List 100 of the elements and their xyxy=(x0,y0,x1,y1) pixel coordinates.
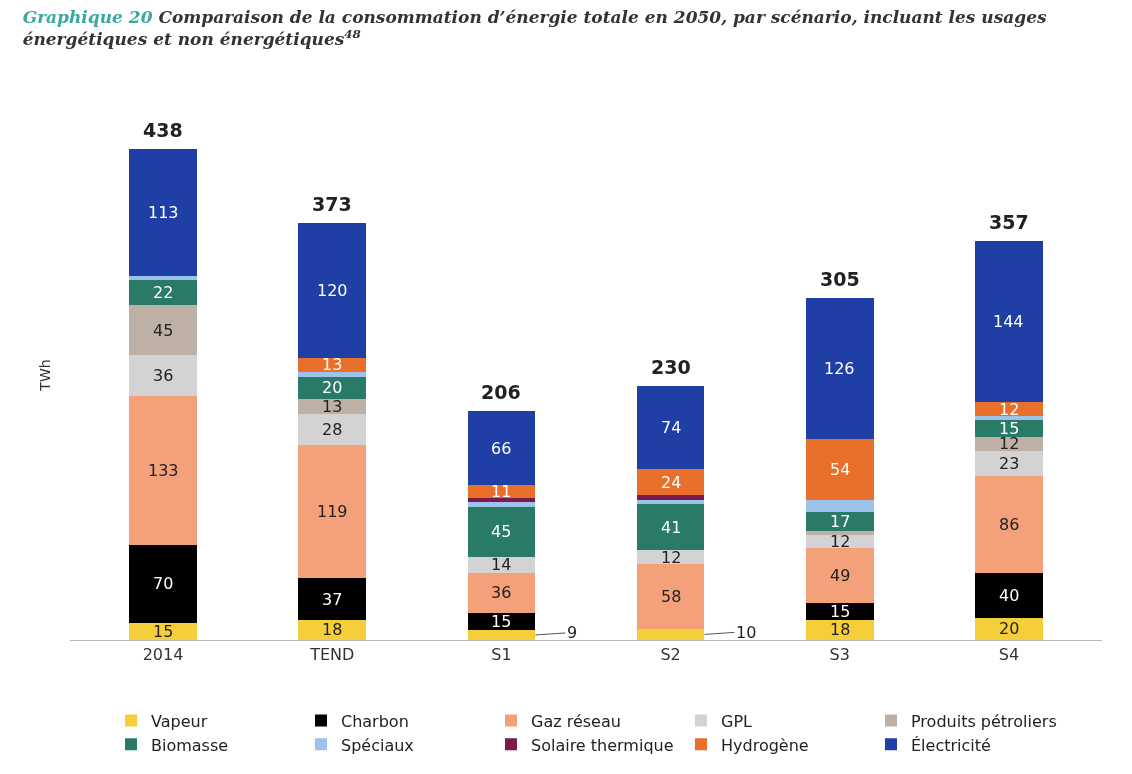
data-label: 28 xyxy=(322,420,343,439)
bar xyxy=(975,617,1043,640)
legend-label: Hydrogène xyxy=(721,735,809,755)
total-label: 230 xyxy=(651,356,691,378)
data-label: 58 xyxy=(661,587,682,606)
data-label: 10 xyxy=(736,623,757,642)
data-label: 18 xyxy=(830,620,851,639)
data-label: 74 xyxy=(661,418,682,437)
bar xyxy=(467,411,536,486)
data-label: 36 xyxy=(491,583,512,602)
bar xyxy=(467,506,536,558)
data-label: 144 xyxy=(993,312,1024,331)
bar xyxy=(467,629,536,640)
bar xyxy=(805,512,874,532)
bar xyxy=(467,572,536,614)
legend-label: Charbon xyxy=(341,711,409,731)
bar xyxy=(975,450,1043,477)
data-label: 12 xyxy=(661,548,682,567)
total-label: 305 xyxy=(820,268,860,290)
bar xyxy=(636,495,705,500)
bar xyxy=(298,223,367,358)
bar xyxy=(636,563,705,629)
bar xyxy=(298,445,367,579)
data-label: 66 xyxy=(491,439,512,458)
data-label: 113 xyxy=(148,203,179,222)
x-tick-label: S4 xyxy=(998,645,1020,665)
data-label: 17 xyxy=(830,512,851,531)
bar xyxy=(129,275,197,281)
x-tick-label: TEND xyxy=(309,645,355,665)
total-label: 357 xyxy=(989,211,1029,233)
bar xyxy=(975,476,1043,573)
data-label: 37 xyxy=(322,590,343,609)
data-label: 119 xyxy=(317,502,348,521)
bar xyxy=(805,499,874,513)
data-label: 22 xyxy=(153,283,174,302)
bar xyxy=(129,395,197,545)
x-tick-label: 2014 xyxy=(142,645,184,665)
data-label: 15 xyxy=(153,622,174,641)
chart-title: Graphique 20 Comparaison de la consommation d’énergie totale en 2050, par scénario, incluant les usages énergétiques et non énergétiques$^{48}$ xyxy=(22,7,1048,50)
bar xyxy=(298,578,367,620)
legend-label: Vapeur xyxy=(151,711,208,731)
data-label: 40 xyxy=(999,586,1020,605)
bar xyxy=(129,280,197,305)
bar xyxy=(975,402,1043,416)
bar xyxy=(298,376,367,400)
data-label: 70 xyxy=(153,574,174,593)
bar xyxy=(805,439,874,500)
bar xyxy=(805,298,874,440)
bar xyxy=(975,241,1043,403)
data-label: 13 xyxy=(322,397,343,416)
bar xyxy=(298,619,367,640)
bar xyxy=(129,305,197,356)
bar xyxy=(129,149,197,276)
bar xyxy=(298,399,367,414)
bar xyxy=(636,385,705,469)
data-label: 13 xyxy=(322,355,343,374)
data-label: 24 xyxy=(661,473,682,492)
legend-label: GPL xyxy=(721,711,753,731)
bar xyxy=(636,504,705,551)
legend-label: Électricité xyxy=(911,735,991,755)
bar xyxy=(467,613,536,630)
bar xyxy=(975,572,1043,618)
bar xyxy=(129,623,197,640)
bar xyxy=(298,413,367,446)
legend-label: Solaire thermique xyxy=(531,735,674,755)
x-tick-label: S2 xyxy=(660,645,681,665)
bar xyxy=(636,550,705,564)
data-label: 20 xyxy=(999,619,1020,638)
data-label: 86 xyxy=(999,515,1020,534)
data-label: 36 xyxy=(153,366,174,385)
bar xyxy=(129,544,197,624)
bar xyxy=(805,548,874,604)
data-label: 14 xyxy=(491,555,512,574)
x-tick-label: S1 xyxy=(491,645,512,665)
legend-label: Biomasse xyxy=(151,735,229,755)
data-label: 12 xyxy=(999,400,1020,419)
data-label: 45 xyxy=(491,522,512,541)
total-label: 438 xyxy=(143,119,183,141)
data-label: 20 xyxy=(322,378,343,397)
x-tick-label: S3 xyxy=(829,645,850,665)
data-label: 12 xyxy=(830,532,851,551)
data-label: 126 xyxy=(824,359,855,378)
bar xyxy=(975,437,1043,451)
legend-label: Gaz réseau xyxy=(531,711,621,731)
bar xyxy=(805,603,874,620)
legend-label: Produits pétroliers xyxy=(911,711,1057,731)
bar xyxy=(129,355,197,396)
data-label: 49 xyxy=(830,566,851,585)
bar xyxy=(975,415,1043,421)
bar xyxy=(467,557,536,573)
bar xyxy=(298,372,367,377)
data-label: 15 xyxy=(830,602,851,621)
data-label: 15 xyxy=(491,612,512,631)
data-label: 11 xyxy=(491,482,512,501)
data-label: 18 xyxy=(322,620,343,639)
total-label: 206 xyxy=(481,381,521,403)
data-label: 120 xyxy=(317,281,348,300)
bar xyxy=(975,420,1043,438)
legend-label: Spéciaux xyxy=(341,735,414,755)
bar xyxy=(805,619,874,640)
